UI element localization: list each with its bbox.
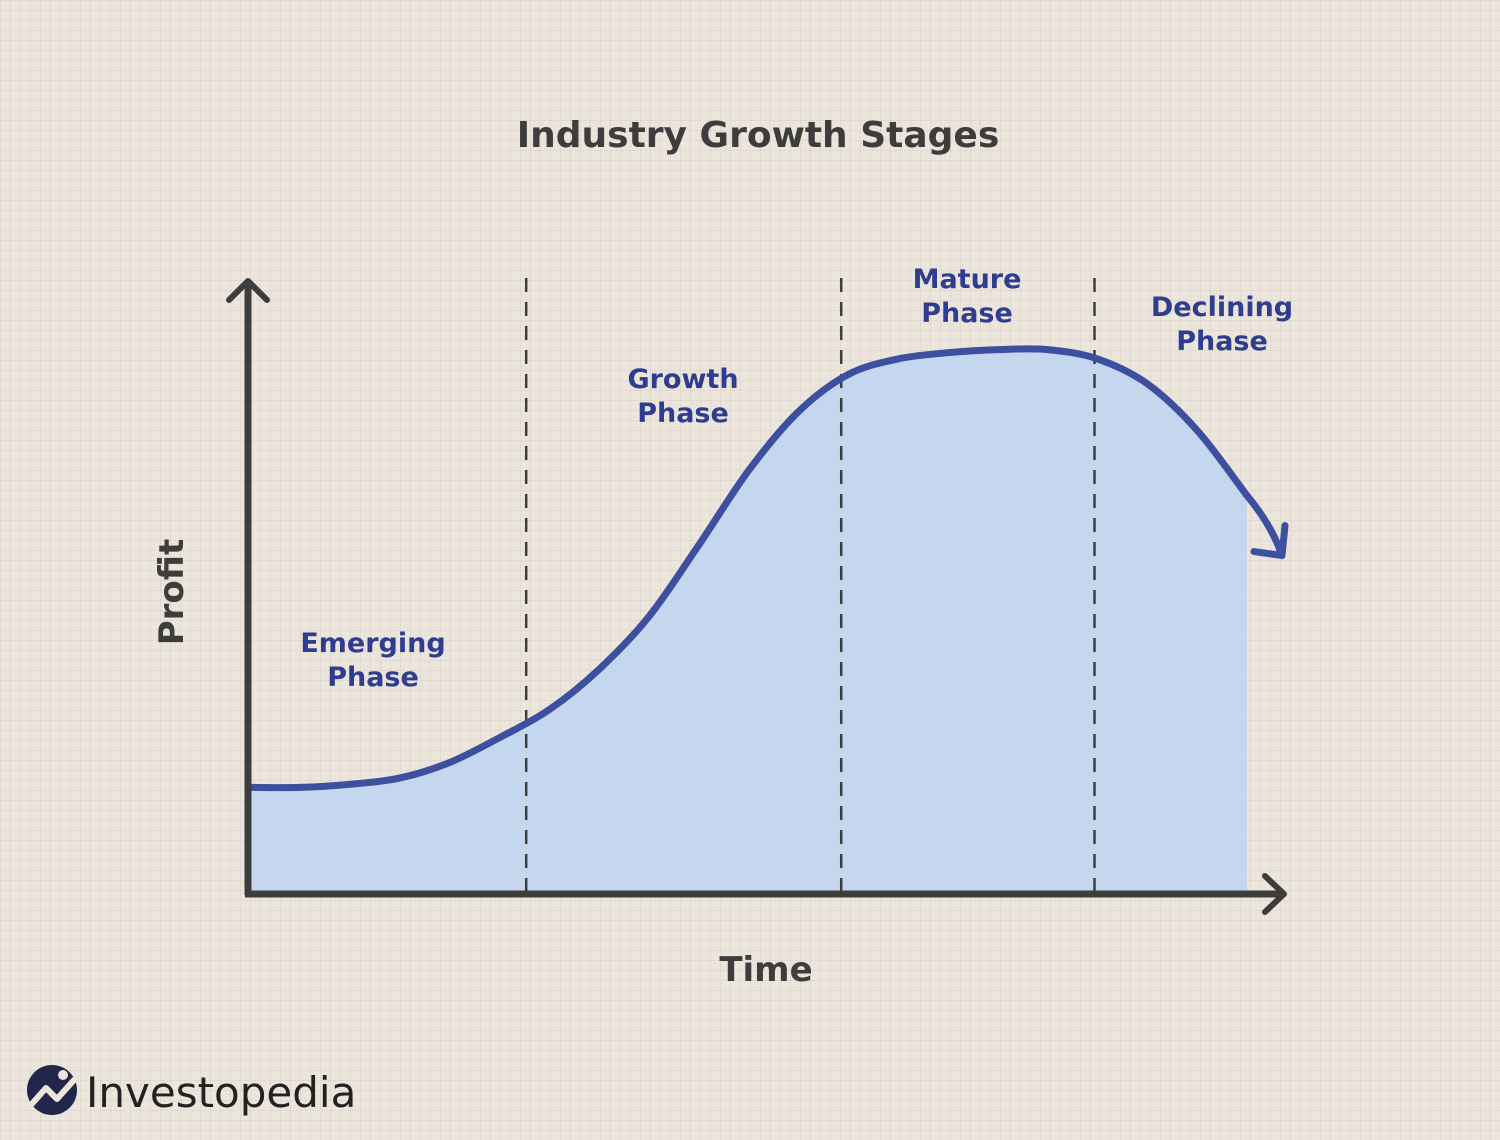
phase-label-declining-line1: Declining: [1151, 292, 1293, 323]
profit-area-fill: [250, 348, 1247, 894]
y-axis-arrow-icon: [226, 278, 270, 303]
phase-label-emerging-line2: Phase: [327, 662, 419, 693]
y-axis-label: Profit: [152, 539, 192, 646]
phase-label-growth-line1: Growth: [627, 364, 738, 395]
phase-label-growth-line2: Phase: [637, 398, 729, 429]
profit-curve-line: [246, 345, 1286, 792]
phase-label-mature-line1: Mature: [913, 264, 1022, 295]
x-axis-arrow-icon: [1262, 873, 1287, 915]
phase-label-declining-line2: Phase: [1176, 326, 1268, 357]
decline-arrow-icon: [1250, 522, 1289, 560]
chart-title: Industry Growth Stages: [517, 115, 1000, 156]
phase-label-emerging-line1: Emerging: [300, 628, 445, 659]
phase-label-mature-line2: Phase: [921, 298, 1013, 329]
investopedia-logo-icon: [27, 1065, 77, 1115]
x-axis-label: Time: [719, 950, 812, 990]
brand-name: Investopedia: [86, 1068, 356, 1117]
